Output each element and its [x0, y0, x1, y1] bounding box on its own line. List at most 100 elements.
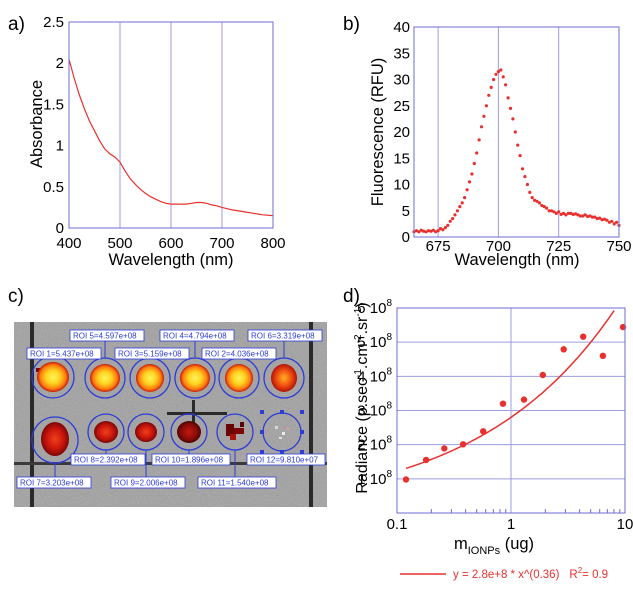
roi-9-label: ROI 9=2.006e+08 [110, 450, 186, 489]
chart-a-xlabel: Wavelength (nm) [108, 251, 233, 269]
chart-b-point [479, 125, 484, 129]
chart-a-xtick-label: 600 [158, 235, 183, 252]
chart-d-point [499, 400, 507, 407]
svg-text:ROI 4=4.794e+08: ROI 4=4.794e+08 [163, 332, 227, 341]
svg-text:ROI 7=3.203e+08: ROI 7=3.203e+08 [20, 479, 84, 488]
roi-6-spot [271, 364, 297, 392]
chart-d-legend-text: y = 2.8e+8 * x^(0.36) R2= 0.9 [453, 566, 608, 581]
chart-b-xtick-label: 725 [546, 238, 571, 255]
chart-b-point [441, 228, 445, 232]
chart-b-point [610, 219, 614, 223]
chart-d-point [441, 445, 448, 452]
chart-b-point [535, 199, 539, 203]
chart-b-point [528, 190, 532, 194]
chart-b-point [542, 205, 546, 209]
panel-label-d: d) [343, 286, 360, 307]
chart-d-ytick-label: 3 108 [357, 401, 392, 420]
roi-4-label: ROI 4=4.794e+08 [159, 329, 235, 358]
chart-d-point [560, 346, 567, 353]
chart-b-xtick-label: 700 [486, 238, 511, 255]
chart-b-point [549, 209, 554, 213]
chart-b-point [523, 175, 527, 179]
chart-b-point [518, 154, 522, 158]
chart-d-point [480, 428, 487, 435]
chart-b-point [436, 229, 440, 233]
chart-b-point [414, 229, 418, 233]
chart-a: 400 500 600 700 800 0 0.5 1 1.5 2 2.5 Wavelength … [28, 14, 286, 269]
chart-b-point [484, 104, 488, 108]
chart-a-xtick-label: 700 [209, 235, 234, 252]
svg-text:ROI 5=4.597e+08: ROI 5=4.597e+08 [73, 332, 137, 341]
chart-b-point [422, 229, 426, 233]
chart-b-point [506, 96, 510, 100]
chart-a-ytick-label: 2.5 [43, 14, 64, 31]
chart-a-xtick-label: 400 [56, 235, 81, 252]
chart-b-point [513, 130, 517, 134]
chart-d-xtick-label: 1 [507, 516, 515, 533]
chart-d-grid [397, 308, 625, 513]
chart-b-point [578, 214, 583, 218]
chart-b-grid [437, 27, 560, 237]
chart-b-point [545, 206, 549, 210]
roi-5-spot [90, 364, 120, 392]
chart-b-point [494, 72, 498, 76]
roi-1-spot [37, 362, 69, 392]
chart-d-ytick-label: 6 108 [357, 298, 392, 317]
chart-b-point [533, 198, 537, 202]
chart-b-ytick-label: 15 [393, 150, 410, 167]
chart-d-xtick-label: 10 [617, 516, 633, 533]
svg-text:ROI 8=2.392e+08: ROI 8=2.392e+08 [74, 456, 138, 465]
roi-9-spot [135, 422, 157, 442]
chart-b-point [511, 117, 515, 121]
chart-b-point [424, 230, 428, 234]
chart-b-point [431, 228, 435, 232]
chart-a-ytick-label: 2 [56, 55, 64, 72]
chart-b-point [520, 167, 525, 171]
chart-d-point [580, 333, 587, 340]
chart-b-point [429, 229, 433, 233]
chart-a-grid [119, 22, 223, 228]
roi-3-spot [136, 364, 164, 392]
chart-b-point [443, 226, 447, 230]
chart-b-point [581, 214, 585, 218]
chart-b-point [615, 220, 619, 224]
chart-b-point [588, 214, 592, 218]
roi-7-spot [41, 422, 69, 456]
chart-b-point [607, 220, 612, 224]
chart-b-point [561, 211, 566, 215]
chart-b-point [600, 218, 604, 222]
chart-b-ytick-label: 30 [393, 72, 410, 89]
chart-d-frame [396, 307, 626, 514]
chart-b-point [501, 75, 505, 79]
roi-4-spot [180, 364, 210, 392]
roi-6-label: ROI 6=3.319e+08 [247, 329, 323, 358]
chart-d-point [422, 456, 430, 464]
chart-a-ytick-label: 0.5 [43, 179, 64, 196]
chart-b-point [564, 213, 568, 217]
chart-b-point [612, 222, 616, 226]
chart-b-point [477, 138, 481, 142]
roi-2-label: ROI 2=4.036e+08 [201, 347, 277, 360]
chart-b-point [590, 215, 595, 219]
chart-b-point [595, 217, 599, 221]
chart-d-ytick-label: 1 108 [357, 469, 392, 488]
chart-b-point [467, 180, 472, 184]
chart-d-ytick-label: 4 108 [357, 366, 392, 385]
chart-b-point [492, 77, 496, 82]
chart-b-point [537, 201, 542, 205]
roi-10-spot [177, 421, 201, 443]
chart-b-point [438, 227, 443, 231]
chart-b-xlabel: Wavelength (nm) [454, 251, 579, 269]
chart-b-point [475, 151, 479, 155]
svg-text:ROI 12=9.810e+07: ROI 12=9.810e+07 [250, 456, 319, 465]
roi-10-label: ROI 10=1.896e+08 [151, 450, 231, 466]
chart-d-point [520, 396, 528, 403]
chart-b-point [557, 210, 561, 214]
chart-b-point [552, 210, 556, 214]
chart-b-point [547, 209, 551, 213]
chart-b-point [598, 216, 602, 220]
roi-8-spot [94, 421, 118, 443]
roi-12-spot [275, 426, 289, 439]
chart-a-ytick-label: 1.5 [43, 96, 64, 113]
chart-b-point [455, 209, 459, 213]
